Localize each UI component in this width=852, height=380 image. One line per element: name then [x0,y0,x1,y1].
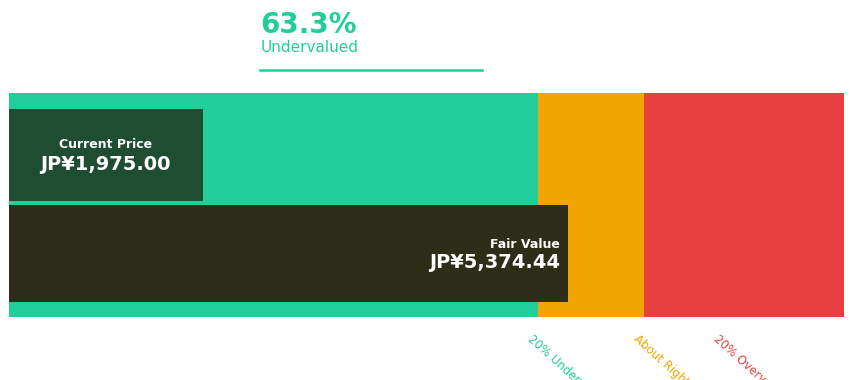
Bar [9,109,203,201]
Text: Undervalued: Undervalued [260,40,358,55]
Text: JP¥1,975.00: JP¥1,975.00 [40,155,170,174]
Bar [9,93,537,317]
Text: JP¥5,374.44: JP¥5,374.44 [429,253,559,272]
Bar [537,93,643,317]
Text: 63.3%: 63.3% [260,11,356,39]
Text: Current Price: Current Price [59,138,153,150]
Text: 20% Undervalued: 20% Undervalued [524,332,611,380]
Text: 20% Overvalued: 20% Overvalued [711,332,792,380]
Bar [9,205,567,302]
Text: About Right: About Right [630,332,691,380]
Bar [643,93,843,317]
Text: Fair Value: Fair Value [490,238,559,251]
